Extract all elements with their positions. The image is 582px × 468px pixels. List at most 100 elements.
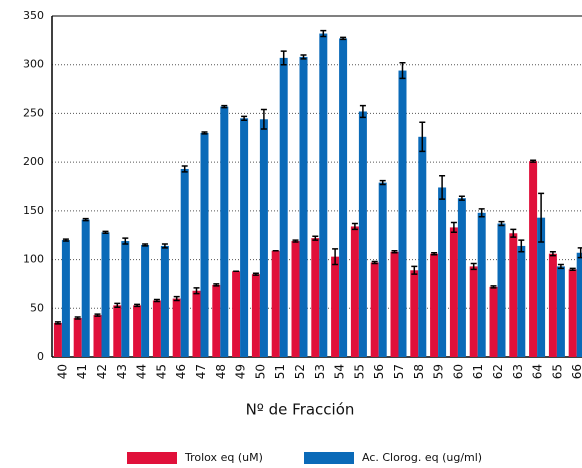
bar: [509, 233, 518, 357]
bar: [489, 286, 498, 357]
bar: [152, 300, 161, 357]
error-bar: [557, 263, 564, 270]
error-bar: [312, 235, 319, 241]
error-bar: [94, 313, 101, 317]
x-tick-label: 42: [95, 364, 109, 379]
bar: [410, 270, 419, 357]
bar: [220, 106, 229, 357]
x-tick-label: 53: [313, 364, 327, 379]
x-tick-label: 58: [412, 364, 426, 379]
x-tick-label: 56: [372, 364, 386, 379]
bar: [192, 290, 201, 357]
error-bar: [300, 54, 307, 60]
error-bar: [419, 121, 426, 153]
bar: [418, 136, 427, 357]
error-bar: [332, 248, 339, 266]
error-bar: [490, 285, 497, 289]
legend-swatch: [127, 452, 177, 464]
error-bar: [538, 192, 545, 243]
y-tick-label: 350: [23, 9, 44, 22]
error-bar: [431, 252, 438, 256]
bar: [81, 219, 90, 357]
bar: [180, 168, 189, 357]
x-tick-label: 47: [194, 364, 208, 379]
bar: [271, 250, 280, 357]
x-tick-label: 63: [511, 364, 525, 379]
bar: [529, 161, 538, 357]
bar: [212, 284, 221, 357]
x-tick-label: 48: [214, 364, 228, 379]
bar: [53, 322, 62, 357]
x-tick-label: 41: [75, 364, 89, 379]
y-tick-label: 50: [30, 301, 44, 314]
bar: [232, 271, 241, 357]
x-tick-label: 62: [491, 364, 505, 379]
bar: [299, 56, 308, 358]
error-bar: [292, 239, 299, 243]
error-bar: [359, 104, 366, 119]
bar: [172, 298, 181, 357]
error-bar: [530, 159, 537, 163]
bar: [438, 187, 447, 357]
x-tick-label: 44: [135, 364, 149, 379]
x-tick-label: 50: [253, 364, 267, 379]
error-bar: [351, 222, 358, 231]
bar: [556, 266, 565, 357]
bar: [469, 266, 478, 357]
error-bar: [82, 217, 89, 222]
legend-label: Ac. Clorog. eq (ug/ml): [362, 451, 482, 464]
bar: [430, 253, 439, 357]
x-tick-label: 51: [273, 364, 287, 379]
error-bar: [391, 250, 398, 254]
legend-label: Trolox eq (uM): [184, 451, 263, 464]
error-bar: [340, 36, 347, 41]
y-tick-label: 0: [37, 350, 44, 363]
error-bar: [498, 220, 505, 227]
error-bar: [201, 131, 208, 135]
bar: [259, 119, 268, 357]
error-bar: [181, 165, 188, 173]
bar: [576, 252, 582, 357]
error-bar: [569, 267, 576, 272]
error-bar: [74, 316, 81, 320]
y-tick-label: 300: [23, 58, 44, 71]
bar: [358, 111, 367, 357]
error-bar: [193, 287, 200, 295]
bar: [200, 132, 209, 357]
error-bar: [54, 321, 61, 325]
error-bar: [470, 262, 477, 271]
legend-swatch: [304, 452, 354, 464]
error-bar: [62, 238, 69, 242]
error-bar: [161, 243, 168, 249]
error-bar: [213, 283, 220, 287]
x-tick-label: 54: [333, 364, 347, 379]
error-bar: [114, 302, 121, 309]
x-tick-label: 55: [352, 364, 366, 379]
error-bar: [122, 237, 129, 245]
bar: [477, 212, 486, 357]
error-bar: [102, 230, 109, 235]
error-bar: [399, 62, 406, 80]
bar: [568, 269, 577, 357]
bar: [537, 217, 546, 357]
error-bar: [458, 195, 465, 201]
error-bar: [280, 50, 287, 66]
bar: [279, 57, 288, 357]
bar: [133, 305, 142, 357]
bar: [457, 198, 466, 357]
y-tick-label: 250: [23, 106, 44, 119]
y-tick-label: 100: [23, 253, 44, 266]
x-tick-label: 45: [154, 364, 168, 379]
bar: [160, 245, 169, 357]
x-axis-title: Nº de Fracción: [246, 401, 355, 419]
error-bar: [379, 179, 386, 186]
bar: [73, 318, 82, 357]
error-bar: [439, 175, 446, 200]
error-bar: [153, 298, 160, 303]
x-tick-label: 66: [570, 364, 582, 379]
error-bar: [450, 221, 457, 234]
error-bar: [320, 29, 327, 38]
bar: [548, 253, 557, 357]
y-tick-label: 200: [23, 155, 44, 168]
